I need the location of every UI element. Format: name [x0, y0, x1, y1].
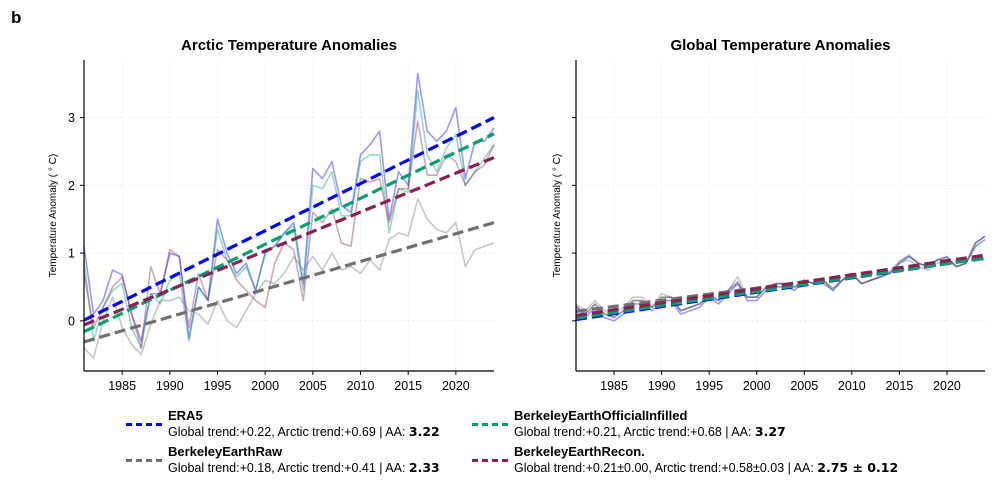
- legend-text: BerkeleyEarthRaw Global trend:+0.18, Arct…: [168, 444, 440, 476]
- legend-aa-value: 2.75 ± 0.12: [817, 460, 899, 475]
- x-tick-label: 1990: [648, 379, 676, 393]
- legend-series-name: ERA5: [168, 408, 203, 423]
- x-tick-label: 2000: [251, 379, 279, 393]
- legend-aa-value: 2.33: [408, 460, 440, 475]
- series-line-era5: [83, 72, 495, 342]
- trend-line-berkeleyearthofficialinfilled: [83, 132, 495, 334]
- legend-trend-text: Global trend:+0.21, Arctic trend:+0.68 |…: [514, 425, 755, 439]
- legend-text: ERA5 Global trend:+0.22, Arctic trend:+0.…: [168, 408, 440, 440]
- trend-line-era5: [83, 116, 495, 322]
- legend-stats: Global trend:+0.21, Arctic trend:+0.68 |…: [514, 424, 786, 440]
- legend-swatch: [472, 458, 508, 462]
- legend-series-name: BerkeleyEarthOfficialInfilled: [514, 408, 688, 423]
- x-tick-label: 2005: [299, 379, 327, 393]
- y-tick-label: 1: [68, 247, 75, 261]
- legend-stats: Global trend:+0.22, Arctic trend:+0.69 |…: [168, 424, 440, 440]
- legend-trend-text: Global trend:+0.18, Arctic trend:+0.41 |…: [168, 461, 409, 475]
- trend-line-berkeleyearthrecon: [575, 253, 986, 318]
- x-tick-label: 2000: [743, 379, 771, 393]
- legend-item: BerkeleyEarthRaw Global trend:+0.18, Arct…: [126, 444, 440, 476]
- legend-item: BerkeleyEarthOfficialInfilled Global tren…: [472, 408, 786, 440]
- legend-aa-value: 3.22: [408, 424, 440, 439]
- legend-series-name: BerkeleyEarthRecon.: [514, 444, 645, 459]
- y-tick-label: 3: [68, 111, 75, 125]
- x-tick-label: 1985: [108, 379, 136, 393]
- legend-item: BerkeleyEarthRecon. Global trend:+0.21±0.…: [472, 444, 898, 476]
- trend-line-era5: [575, 256, 986, 322]
- x-tick-label: 2020: [933, 379, 961, 393]
- chart-global: 1985 1990 1995 2000 2005 2010 2015 2020 Global T…: [552, 37, 986, 393]
- legend-series-name: BerkeleyEarthRaw: [168, 444, 283, 459]
- legend-trend-text: Global trend:+0.22, Arctic trend:+0.69 |…: [168, 425, 409, 439]
- series-line-berkeleyearthrecon: [83, 120, 495, 349]
- panel-label: b: [11, 8, 22, 27]
- x-tick-label: 2005: [790, 379, 818, 393]
- legend-stats: Global trend:+0.21±0.00, Arctic trend:+0…: [514, 460, 898, 476]
- legend-stats: Global trend:+0.18, Arctic trend:+0.41 |…: [168, 460, 440, 476]
- x-tick-label: 2015: [885, 379, 913, 393]
- legend-trend-text: Global trend:+0.21±0.00, Arctic trend:+0…: [514, 461, 818, 475]
- x-tick-label: 1990: [156, 379, 184, 393]
- series-line-era5: [575, 235, 986, 322]
- x-tick-label: 1995: [204, 379, 232, 393]
- legend-swatch: [472, 422, 508, 426]
- x-tick-label: 2010: [347, 379, 375, 393]
- x-tick-label: 1995: [695, 379, 723, 393]
- series-line-berkeleyearthraw: [575, 238, 986, 315]
- trend-line-berkeleyearthofficialinfilled: [575, 256, 986, 320]
- series-line-berkeleyearthofficialinfilled: [575, 238, 986, 319]
- x-tick-label: 2020: [442, 379, 470, 393]
- legend-text: BerkeleyEarthOfficialInfilled Global tren…: [514, 408, 786, 440]
- series-line-berkeleyearthrecon: [575, 235, 986, 319]
- chart-arctic: 1985 1990 1995 2000 2005 2010 2015 2020 0 1 2 3 Arct…: [48, 37, 495, 393]
- chart-title: Arctic Temperature Anomalies: [181, 37, 397, 54]
- legend-item: ERA5 Global trend:+0.22, Arctic trend:+0.…: [126, 408, 440, 440]
- chart-title: Global Temperature Anomalies: [670, 37, 890, 54]
- y-axis-label: Temperature Anomaly ( ° C): [552, 154, 563, 278]
- legend-aa-value: 3.27: [754, 424, 786, 439]
- legend-swatch: [126, 422, 162, 426]
- series-line-berkeleyearthraw: [83, 198, 495, 359]
- legend-text: BerkeleyEarthRecon. Global trend:+0.21±0.…: [514, 444, 898, 476]
- y-tick-label: 2: [68, 179, 75, 193]
- y-axis-label: Temperature Anomaly ( ° C): [48, 154, 59, 278]
- trend-line-berkeleyearthrecon: [83, 156, 495, 327]
- x-tick-label: 2010: [838, 379, 866, 393]
- legend-swatch: [126, 458, 162, 462]
- y-tick-label: 0: [68, 314, 75, 328]
- trend-line-berkeleyearthraw: [83, 221, 495, 344]
- x-tick-label: 1985: [600, 379, 628, 393]
- x-tick-label: 2015: [394, 379, 422, 393]
